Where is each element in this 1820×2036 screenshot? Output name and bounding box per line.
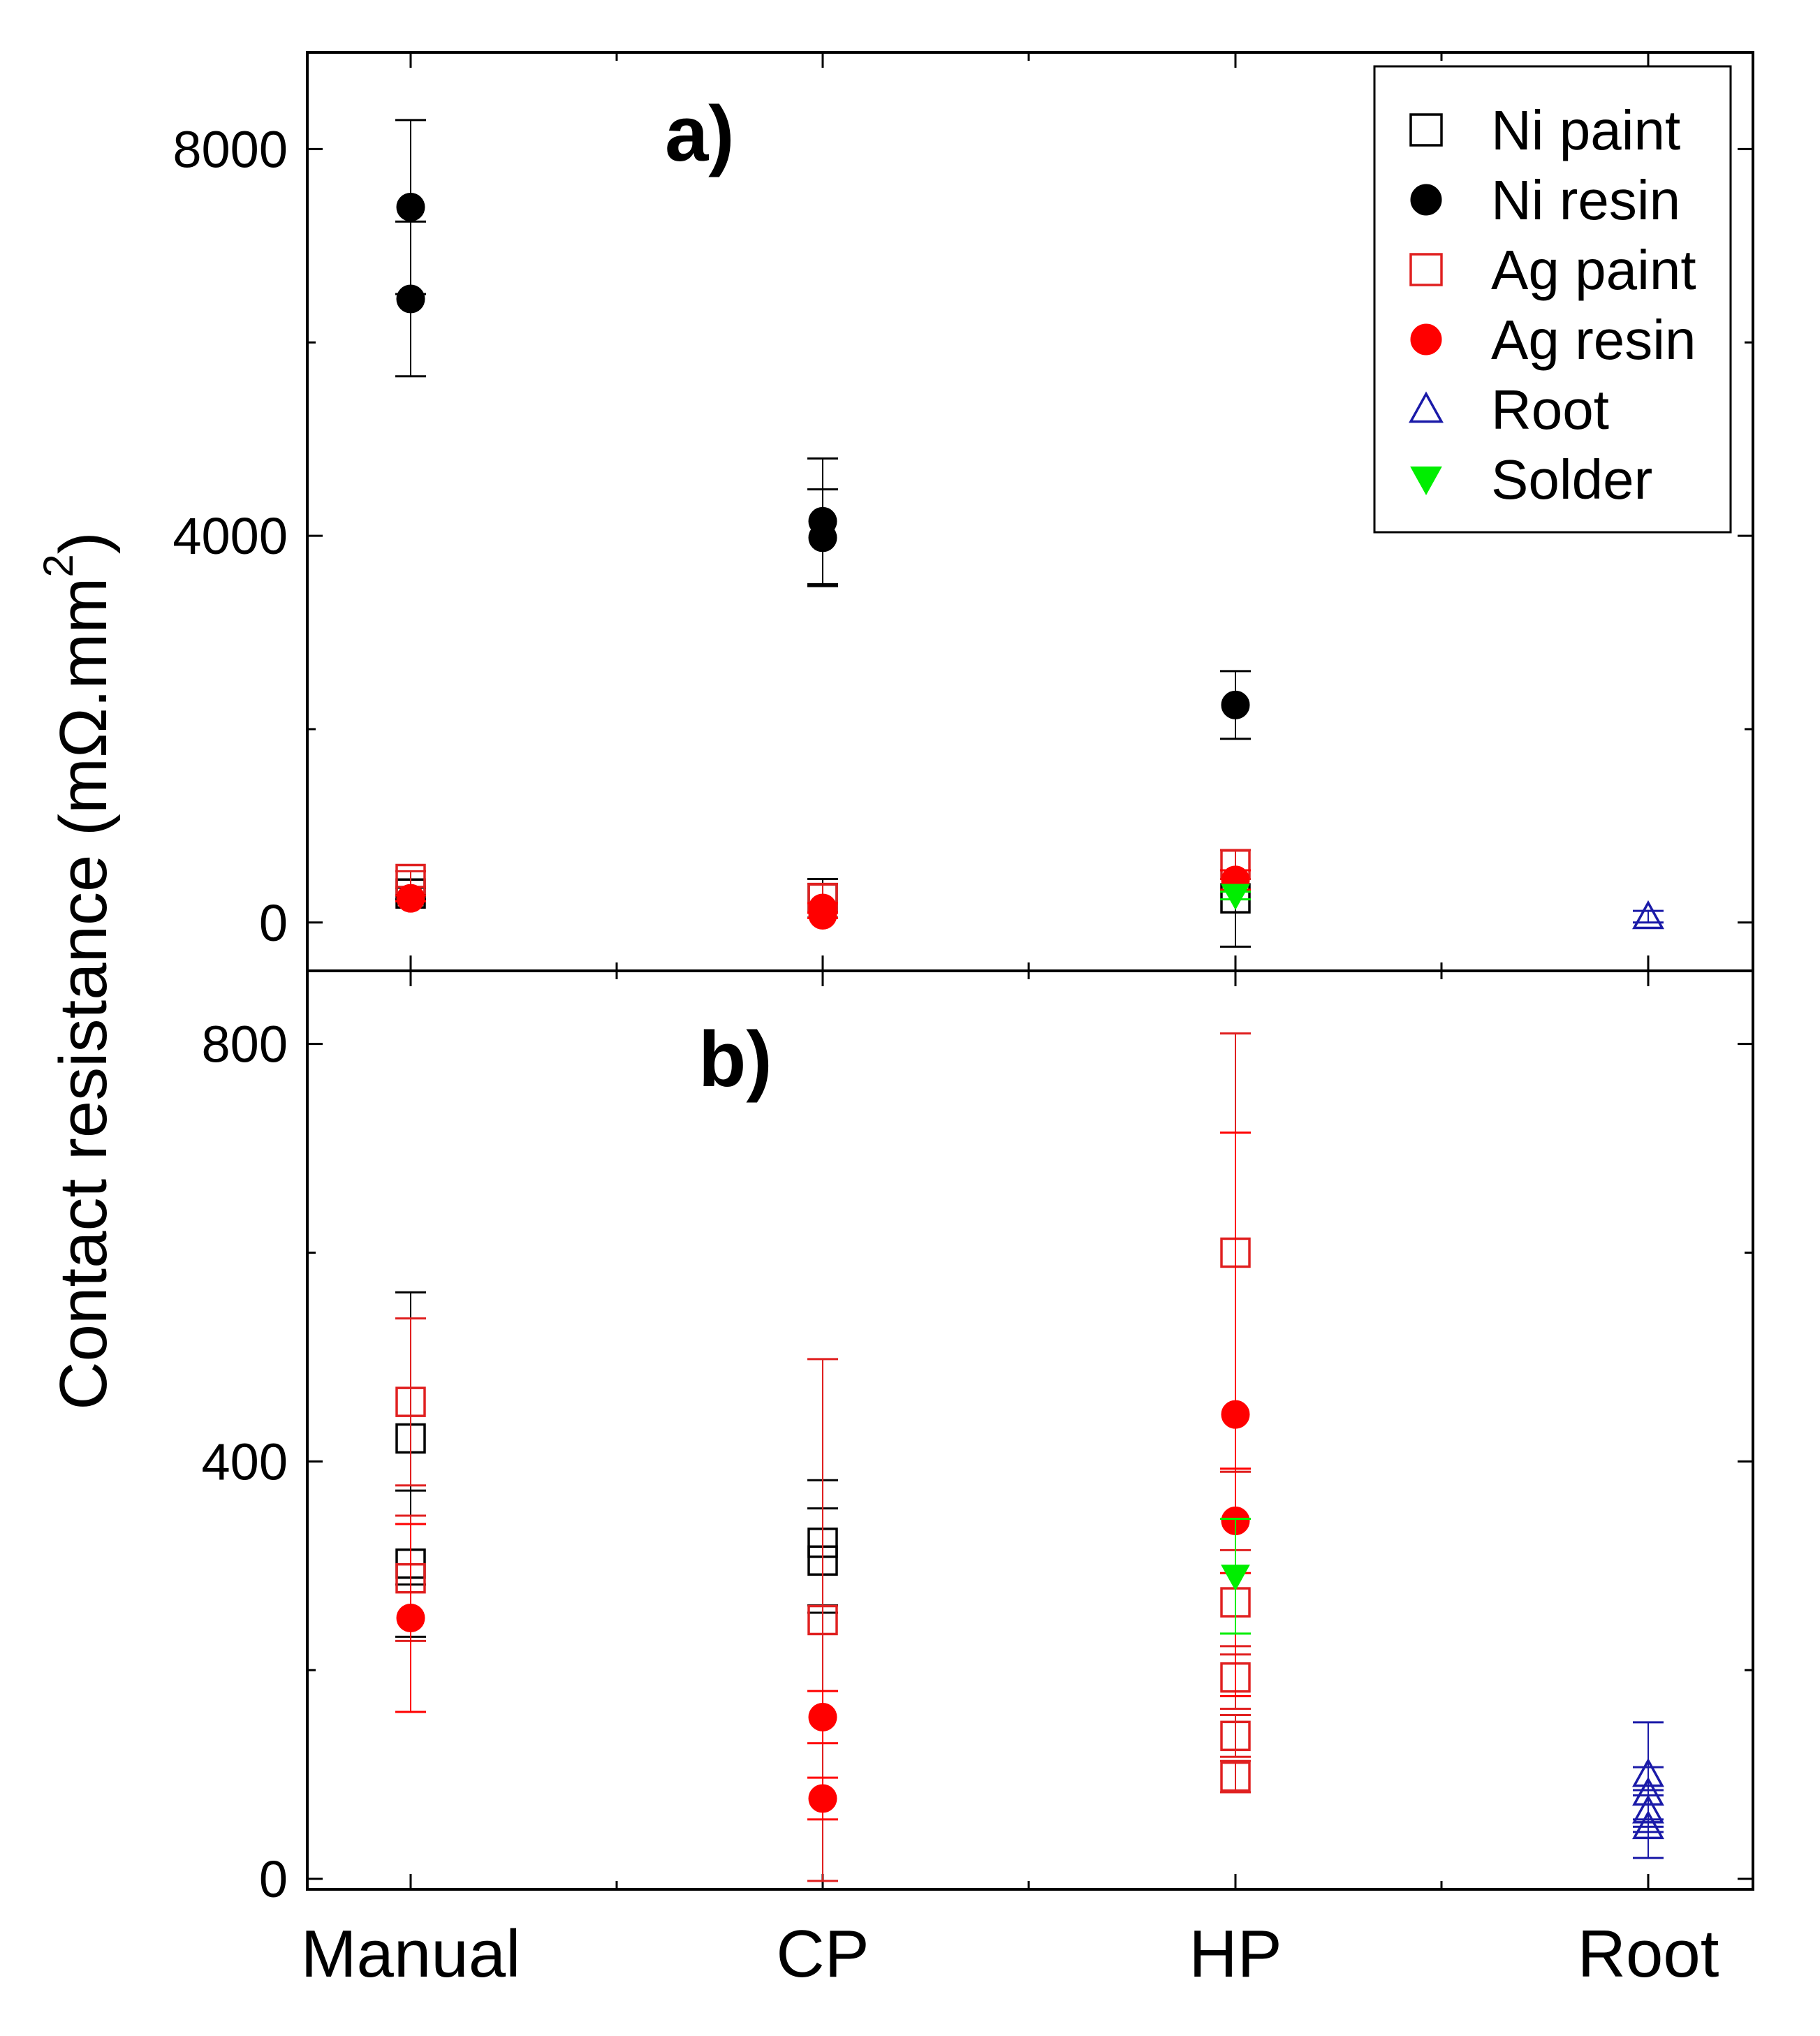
marks-layer [395,119,1664,1882]
x-tick-label: CP [776,1917,869,1991]
data-point [1220,1761,1251,1792]
y-axis-title: Contact resistance (mΩ.mm2) [35,532,121,1409]
data-point [807,1604,838,1636]
data-point [396,192,425,221]
y-tick-label: 400 [202,1433,288,1491]
legend-item: Root [1409,379,1609,441]
series-solder [1220,884,1251,911]
legend-item: Ni paint [1409,99,1680,161]
legend-items: Ni paint Ni resin Ag paint Ag resin Root Sold… [1409,99,1696,511]
y-tick-label: 800 [202,1016,288,1074]
data-point [1221,690,1250,719]
axes-layer: 0 4000 8000 0 400 800 Manual CP HP Root [173,52,1753,1991]
legend-marker [1410,323,1442,356]
data-point [1221,1565,1250,1591]
y-axis-title-superscript: 2 [35,554,82,577]
y-axis-title-main: Contact resistance (mΩ.mm [46,578,121,1410]
data-point [396,884,425,913]
data-point [395,1386,426,1417]
y-axis-title-close: ) [46,532,121,554]
legend-marker [1410,466,1442,496]
series-root [1632,1721,1664,1859]
data-point [808,900,837,930]
panel-label-b: b) [698,1016,772,1103]
data-point [1632,900,1664,930]
legend-item: Ag paint [1409,239,1696,301]
data-point [808,1702,837,1731]
legend-marker [1409,391,1444,423]
panel-label-a: a) [665,90,735,177]
legend-marker [1409,113,1443,147]
legend-label: Solder [1491,448,1652,511]
legend-box [1373,65,1732,534]
data-point [808,523,837,552]
series-root [1632,900,1664,930]
data-point [808,1784,837,1813]
x-tick-label: HP [1189,1917,1282,1991]
legend-label: Ag paint [1491,239,1696,301]
panel-b-frame [306,969,1754,1891]
data-point [396,284,425,314]
y-tick-label: 8000 [173,120,288,178]
data-point [1221,1400,1250,1429]
legend-label: Ni paint [1491,99,1680,161]
series-ni-resin [395,119,1251,740]
legend-item: Ag resin [1410,309,1696,371]
panel-frames [306,51,1754,1891]
data-point [1220,1720,1251,1752]
data-point [1632,1810,1664,1840]
y-tick-label: 4000 [173,507,288,565]
legend-marker [1410,184,1442,216]
data-point [396,1603,425,1632]
legend-label: Root [1491,379,1609,441]
y-tick-label: 0 [259,894,288,952]
legend-item: Ni resin [1410,169,1680,231]
legend-item: Solder [1410,448,1652,511]
legend-marker [1409,253,1443,286]
y-tick-label: 0 [259,1850,288,1908]
data-point [1221,884,1250,911]
legend-label: Ag resin [1491,309,1696,371]
x-tick-label: Manual [301,1917,521,1991]
series-ag-resin [395,865,1251,930]
series-solder [1220,1518,1251,1635]
legend: Ni paint Ni resin Ag paint Ag resin Root Sold… [1373,65,1732,534]
legend-label: Ni resin [1491,169,1680,231]
x-tick-label: Root [1578,1917,1719,1991]
